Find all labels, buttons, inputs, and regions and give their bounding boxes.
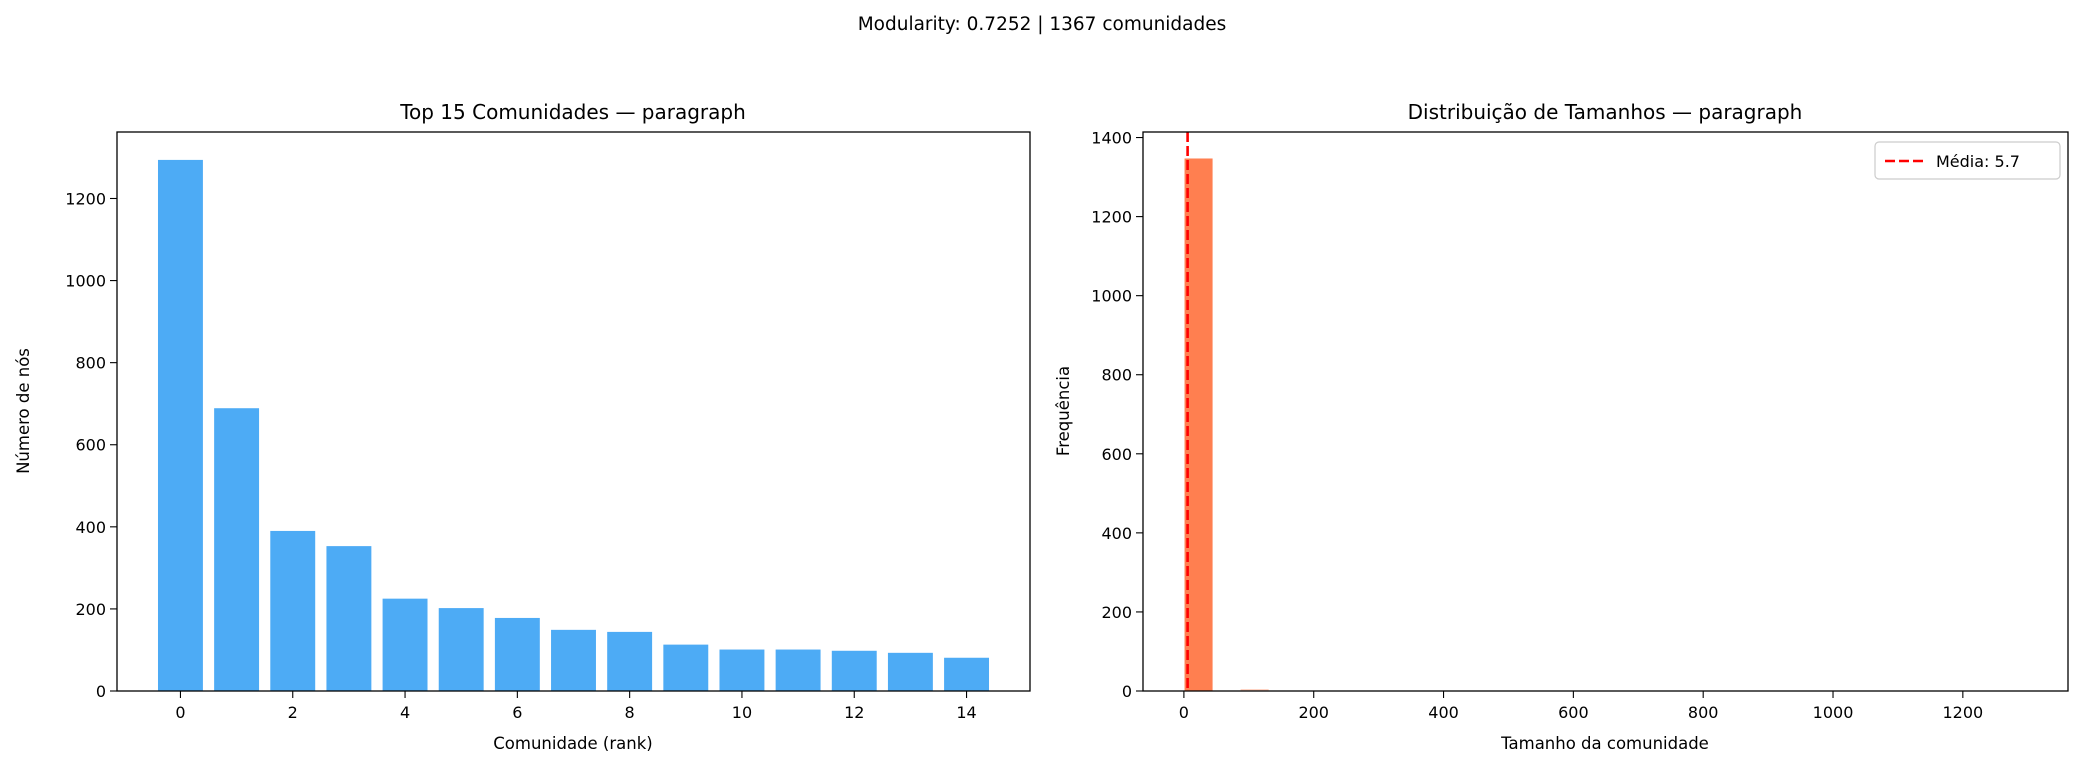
right-chart-ytick-label: 0 <box>1122 682 1132 701</box>
left-chart-ytick-label: 1000 <box>65 272 106 291</box>
bar-rank-14 <box>944 657 990 691</box>
left-chart-ytick-label: 400 <box>75 518 106 537</box>
left-chart-xtick-label: 8 <box>625 703 635 722</box>
left-chart-ytick-label: 800 <box>75 354 106 373</box>
right-chart-axes-frame <box>1142 131 2069 692</box>
right-chart-size-distribution: Distribuição de Tamanhos — paragraph Tam… <box>1054 100 2069 753</box>
left-chart-xtick-label: 4 <box>400 703 410 722</box>
left-chart-xlabel: Comunidade (rank) <box>493 734 652 753</box>
bar-rank-10 <box>719 649 765 691</box>
right-chart-ytick-label: 200 <box>1101 603 1132 622</box>
left-chart-xtick-label: 12 <box>844 703 864 722</box>
right-chart-xtick-label: 1200 <box>1942 703 1983 722</box>
left-chart-xtick-label: 6 <box>512 703 522 722</box>
right-chart-xtick-label: 0 <box>1179 703 1189 722</box>
bar-rank-0 <box>157 159 203 692</box>
bar-rank-2 <box>270 530 316 691</box>
right-chart-xtick-label: 400 <box>1428 703 1459 722</box>
right-chart-title: Distribuição de Tamanhos — paragraph <box>1408 100 1803 124</box>
right-chart-ylabel: Frequência <box>1054 366 1073 456</box>
histogram-bin <box>1240 689 1269 691</box>
bar-rank-8 <box>607 631 653 691</box>
left-chart-top-communities: Top 15 Comunidades — paragraph Comunidad… <box>14 100 1031 753</box>
right-chart-xtick-label: 200 <box>1298 703 1329 722</box>
left-chart-ytick-label: 0 <box>96 682 106 701</box>
left-chart-ylabel: Número de nós <box>14 348 33 474</box>
bar-rank-6 <box>494 617 540 691</box>
right-chart-ytick-label: 1200 <box>1091 208 1132 227</box>
bar-rank-4 <box>382 598 428 691</box>
bar-rank-5 <box>438 608 484 691</box>
legend-label: Média: 5.7 <box>1936 152 2020 171</box>
left-chart-xtick-label: 10 <box>732 703 752 722</box>
left-chart-ytick-label: 1200 <box>65 189 106 208</box>
left-chart-xtick-label: 0 <box>175 703 185 722</box>
right-chart-xtick-label: 1000 <box>1813 703 1854 722</box>
right-chart-xtick-label: 800 <box>1688 703 1719 722</box>
left-chart-ytick-label: 200 <box>75 600 106 619</box>
suptitle: Modularity: 0.7252 | 1367 comunidades <box>858 14 1227 35</box>
left-chart-title: Top 15 Comunidades — paragraph <box>399 100 746 124</box>
bar-rank-11 <box>775 649 821 691</box>
bar-rank-7 <box>551 629 596 691</box>
right-chart-xtick-label: 600 <box>1558 703 1589 722</box>
bar-rank-9 <box>663 644 709 691</box>
left-chart-xtick-label: 2 <box>288 703 298 722</box>
legend-box <box>1874 141 2061 180</box>
right-chart-ytick-label: 1000 <box>1091 287 1132 306</box>
bar-rank-3 <box>326 546 372 691</box>
legend: Média: 5.7 <box>1874 141 2061 180</box>
histogram-bin <box>1184 158 1213 691</box>
left-chart-ytick-label: 600 <box>75 436 106 455</box>
left-chart-axes-frame <box>116 131 1031 692</box>
left-chart-xtick-label: 14 <box>956 703 976 722</box>
bar-rank-12 <box>831 650 877 691</box>
right-chart-ytick-label: 600 <box>1101 445 1132 464</box>
bar-rank-1 <box>214 408 260 691</box>
right-chart-ytick-label: 1400 <box>1091 129 1132 148</box>
right-chart-xlabel: Tamanho da comunidade <box>1500 734 1709 753</box>
right-chart-ytick-label: 400 <box>1101 524 1132 543</box>
right-chart-ytick-label: 800 <box>1101 366 1132 385</box>
bar-rank-13 <box>887 652 933 691</box>
